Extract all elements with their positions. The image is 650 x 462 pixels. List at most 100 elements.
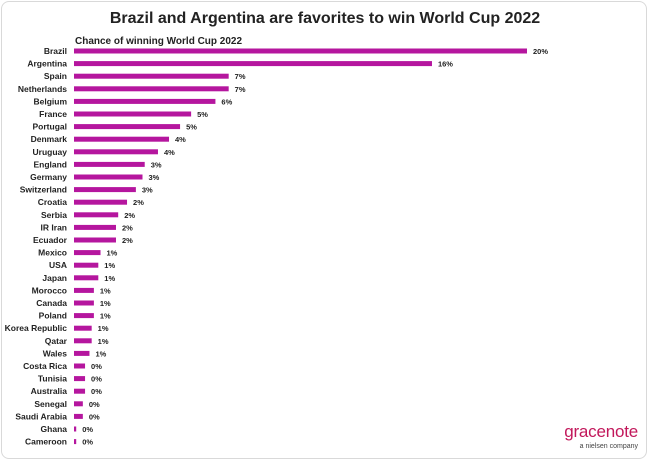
- logo-tagline: a nielsen company: [579, 443, 638, 450]
- bar-korea-republic: [74, 325, 92, 331]
- value-label-portugal: 5%: [186, 123, 197, 132]
- value-label-france: 5%: [197, 110, 208, 119]
- category-label-poland: Poland: [39, 311, 67, 321]
- category-label-france: France: [39, 109, 67, 119]
- bar-ghana: [74, 426, 77, 432]
- bar-tunisia: [74, 376, 86, 382]
- bar-japan: [74, 275, 99, 281]
- category-label-tunisia: Tunisia: [38, 374, 67, 384]
- bar-costa-rica: [74, 363, 86, 369]
- category-label-ecuador: Ecuador: [33, 235, 68, 245]
- bar-canada: [74, 300, 94, 306]
- category-label-morocco: Morocco: [32, 285, 67, 295]
- value-label-belgium: 6%: [221, 97, 232, 106]
- value-label-england: 3%: [151, 160, 162, 169]
- value-label-switzerland: 3%: [142, 186, 153, 195]
- category-label-korea-republic: Korea Republic: [5, 323, 68, 333]
- value-label-usa: 1%: [104, 261, 115, 270]
- bar-netherlands: [74, 86, 229, 92]
- category-label-england: England: [33, 159, 67, 169]
- value-label-spain: 7%: [235, 72, 246, 81]
- value-label-ecuador: 2%: [122, 236, 133, 245]
- category-label-wales: Wales: [43, 348, 68, 358]
- category-label-serbia: Serbia: [41, 210, 67, 220]
- value-label-wales: 1%: [95, 349, 106, 358]
- bar-usa: [74, 262, 99, 268]
- category-label-ghana: Ghana: [41, 424, 68, 434]
- category-label-belgium: Belgium: [33, 96, 67, 106]
- category-label-canada: Canada: [36, 298, 67, 308]
- bar-denmark: [74, 136, 170, 142]
- chart-subtitle: Chance of winning World Cup 2022: [75, 36, 243, 47]
- value-label-costa-rica: 0%: [91, 362, 102, 371]
- bar-belgium: [74, 98, 216, 104]
- category-label-saudi-arabia: Saudi Arabia: [15, 411, 67, 421]
- category-label-argentina: Argentina: [27, 59, 67, 69]
- chart-title: Brazil and Argentina are favorites to wi…: [109, 10, 541, 27]
- value-label-ghana: 0%: [82, 425, 93, 434]
- value-label-poland: 1%: [100, 312, 111, 321]
- value-label-germany: 3%: [149, 173, 160, 182]
- category-label-costa-rica: Costa Rica: [23, 361, 67, 371]
- category-label-usa: USA: [49, 260, 67, 270]
- value-label-qatar: 1%: [98, 337, 109, 346]
- category-label-brazil: Brazil: [44, 46, 67, 56]
- bar-morocco: [74, 287, 94, 293]
- value-label-cameroon: 0%: [82, 438, 93, 447]
- value-label-senegal: 0%: [89, 400, 100, 409]
- category-label-cameroon: Cameroon: [25, 437, 67, 447]
- value-label-denmark: 4%: [175, 135, 186, 144]
- value-label-korea-republic: 1%: [98, 324, 109, 333]
- category-label-switzerland: Switzerland: [20, 185, 67, 195]
- category-label-spain: Spain: [44, 71, 67, 81]
- category-label-denmark: Denmark: [31, 134, 68, 144]
- logo-wordmark: gracenote: [564, 422, 638, 441]
- bar-serbia: [74, 212, 119, 218]
- category-label-qatar: Qatar: [45, 336, 68, 346]
- bar-portugal: [74, 124, 181, 130]
- bar-germany: [74, 174, 143, 180]
- bar-poland: [74, 313, 94, 319]
- value-label-mexico: 1%: [107, 249, 118, 258]
- category-label-portugal: Portugal: [33, 122, 67, 132]
- bar-mexico: [74, 250, 101, 256]
- category-label-ir-iran: IR Iran: [41, 222, 67, 232]
- value-label-morocco: 1%: [100, 286, 111, 295]
- category-label-senegal: Senegal: [34, 399, 67, 409]
- bar-spain: [74, 73, 229, 79]
- value-label-japan: 1%: [104, 274, 115, 283]
- category-label-uruguay: Uruguay: [33, 147, 68, 157]
- value-label-ir-iran: 2%: [122, 223, 133, 232]
- category-label-japan: Japan: [42, 273, 67, 283]
- value-label-canada: 1%: [100, 299, 111, 308]
- value-label-saudi-arabia: 0%: [89, 412, 100, 421]
- category-label-australia: Australia: [31, 386, 68, 396]
- value-label-argentina: 16%: [438, 60, 453, 69]
- bar-qatar: [74, 338, 92, 344]
- bar-senegal: [74, 401, 83, 407]
- category-label-germany: Germany: [30, 172, 67, 182]
- bar-cameroon: [74, 439, 77, 445]
- category-label-croatia: Croatia: [38, 197, 68, 207]
- value-label-uruguay: 4%: [164, 148, 175, 157]
- category-label-mexico: Mexico: [38, 248, 67, 258]
- bar-argentina: [74, 61, 432, 67]
- bar-france: [74, 111, 192, 117]
- bar-ecuador: [74, 237, 116, 243]
- bar-switzerland: [74, 187, 136, 193]
- bar-wales: [74, 350, 90, 356]
- bar-brazil: [74, 48, 527, 54]
- value-label-croatia: 2%: [133, 198, 144, 207]
- bar-australia: [74, 388, 86, 394]
- bar-saudi-arabia: [74, 413, 83, 419]
- value-label-serbia: 2%: [124, 211, 135, 220]
- value-label-australia: 0%: [91, 387, 102, 396]
- value-label-brazil: 20%: [533, 47, 548, 56]
- category-label-netherlands: Netherlands: [18, 84, 67, 94]
- bar-croatia: [74, 199, 128, 205]
- value-label-tunisia: 0%: [91, 375, 102, 384]
- bar-ir-iran: [74, 224, 116, 230]
- gracenote-logo: gracenote a nielsen company: [564, 422, 638, 450]
